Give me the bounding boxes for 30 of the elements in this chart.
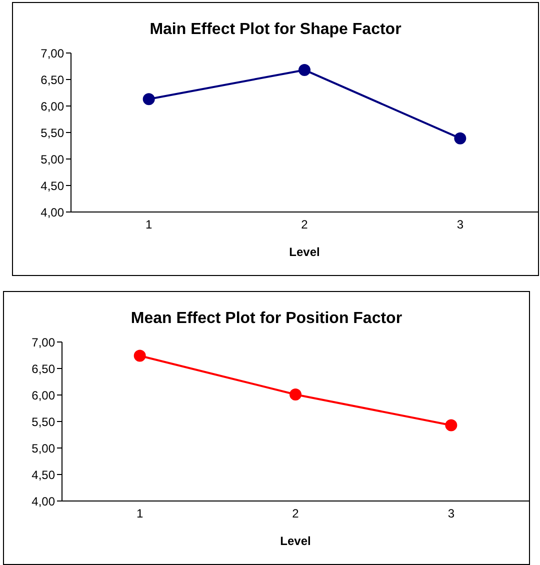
y-tick-label: 7,00 bbox=[40, 46, 64, 60]
point bbox=[454, 132, 466, 144]
chart-title: Main Effect Plot for Shape Factor bbox=[148, 21, 402, 39]
y-tick-label: 6,50 bbox=[32, 362, 56, 376]
point bbox=[445, 419, 458, 432]
x-tick-label: 1 bbox=[136, 506, 144, 521]
y-tick-label: 4,00 bbox=[32, 494, 56, 508]
y-tick-label: 5,00 bbox=[40, 152, 64, 166]
y-tick-label: 5,50 bbox=[32, 414, 56, 429]
y-tick-label: 6,00 bbox=[32, 388, 56, 402]
point bbox=[142, 93, 155, 106]
point bbox=[134, 350, 146, 362]
x-axis-title: Level bbox=[289, 245, 320, 259]
y-tick-label: 4,50 bbox=[40, 178, 64, 193]
point bbox=[298, 64, 310, 76]
y-tick-label: 6,00 bbox=[40, 99, 64, 114]
x-tick-label: 1 bbox=[145, 218, 152, 232]
x-tick-label: 2 bbox=[301, 218, 308, 232]
x-tick-label: 3 bbox=[456, 218, 464, 232]
x-tick-label: 2 bbox=[292, 506, 300, 521]
y-tick-label: 5,00 bbox=[32, 441, 56, 456]
x-tick-label: 3 bbox=[448, 506, 455, 521]
y-tick-label: 7,00 bbox=[32, 335, 56, 350]
y-tick-label: 5,50 bbox=[40, 126, 64, 140]
chart-title: Mean Effect Plot for Position Factor bbox=[130, 310, 404, 328]
y-tick-label: 4,50 bbox=[32, 468, 56, 482]
point bbox=[290, 388, 302, 400]
y-tick-label: 4,00 bbox=[40, 205, 64, 220]
y-tick-label: 6,50 bbox=[40, 72, 64, 87]
x-axis-title: Level bbox=[280, 534, 311, 548]
